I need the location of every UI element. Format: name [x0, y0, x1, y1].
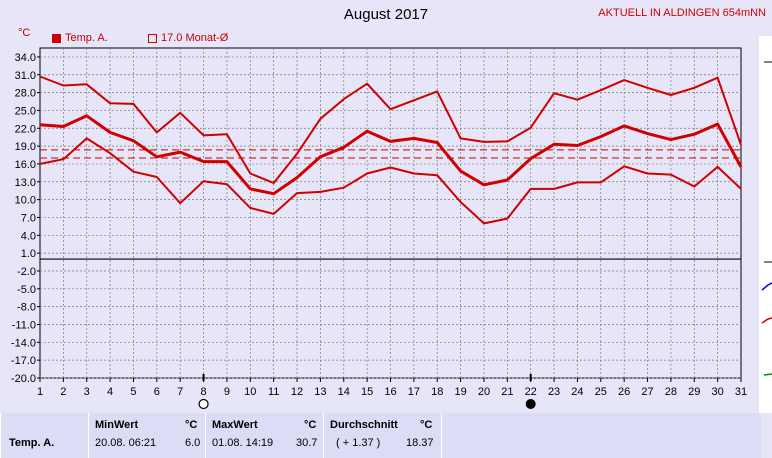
max-temp-line — [39, 75, 742, 184]
x-tick-label: 30 — [712, 386, 724, 398]
legend-series-label: Temp. A. — [65, 32, 108, 44]
x-tick-label: 20 — [478, 386, 490, 398]
y-tick-label: 1.0 — [21, 248, 36, 260]
min-temp-line — [39, 137, 742, 225]
stats-avg-cell: Durchschnitt °C ( + 1.37 ) 18.37 — [323, 413, 441, 458]
x-tick-label: 12 — [291, 386, 303, 398]
x-tick-label: 13 — [314, 386, 326, 398]
temperature-chart: 34.031.028.025.022.019.016.013.010.07.04… — [11, 36, 772, 413]
stats-empty-cell — [441, 413, 761, 458]
new-moon-icon — [525, 399, 536, 409]
x-tick-label: 25 — [595, 386, 607, 398]
right-strip-blue-trace — [761, 282, 772, 291]
legend-filled-swatch-icon — [52, 33, 61, 43]
y-tick-label: -2.0 — [17, 266, 36, 278]
series-lines — [39, 75, 743, 225]
x-tick-label: 10 — [244, 386, 256, 398]
stats-min-cell: MinWert °C 20.08. 06:21 6.0 — [88, 413, 205, 458]
right-edge-strip — [759, 36, 772, 413]
avg-unit: °C — [420, 419, 433, 431]
right-strip-bg — [759, 36, 772, 413]
y-tick-label: 25.0 — [15, 105, 36, 117]
x-tick-label: 4 — [107, 386, 113, 398]
avg-value: 18.37 — [406, 437, 434, 449]
x-tick-label: 11 — [268, 386, 279, 398]
min-timestamp: 20.08. 06:21 — [95, 437, 157, 449]
x-tick-label: 29 — [688, 386, 700, 398]
x-tick-label: 7 — [177, 386, 183, 398]
right-strip-red-trace — [761, 317, 772, 324]
x-tick-label: 26 — [618, 386, 630, 398]
min-unit: °C — [185, 419, 198, 431]
max-value: 30.7 — [296, 437, 318, 449]
y-tick-label: 16.0 — [15, 159, 36, 171]
x-tick-label: 15 — [361, 386, 373, 398]
x-tick-label: 3 — [84, 386, 90, 398]
max-timestamp: 01.08. 14:19 — [212, 437, 274, 449]
x-tick-label: 18 — [431, 386, 443, 398]
full-moon-icon — [198, 398, 209, 410]
stats-max-cell: MaxWert °C 01.08. 14:19 30.7 — [205, 413, 323, 458]
x-tick-label: 19 — [454, 386, 466, 398]
y-tick-label: 10.0 — [15, 195, 36, 207]
stats-row-label: Temp. A. — [9, 437, 55, 449]
mean-temp-line — [39, 114, 743, 196]
x-tick-label: 31 — [735, 386, 747, 398]
legend-average: 17.0 Monat-Ø — [148, 32, 228, 44]
right-strip-green-trace — [763, 373, 772, 376]
x-tick-label: 28 — [665, 386, 677, 398]
x-tick-label: 16 — [384, 386, 396, 398]
legend-series: Temp. A. — [52, 32, 108, 44]
x-tick-label: 2 — [60, 386, 66, 398]
x-tick-label: 24 — [571, 386, 583, 398]
x-tick-label: 6 — [154, 386, 160, 398]
y-tick-label: 19.0 — [15, 141, 36, 153]
y-tick-label: -14.0 — [11, 337, 36, 349]
min-header: MinWert — [95, 419, 139, 431]
y-tick-label: 7.0 — [21, 212, 36, 224]
y-tick-label: -8.0 — [17, 302, 36, 314]
y-tick-label: 28.0 — [15, 88, 36, 100]
x-tick-label: 22 — [525, 386, 537, 398]
legend-average-label: 17.0 Monat-Ø — [161, 32, 229, 44]
x-tick-label: 21 — [501, 386, 513, 398]
grid — [39, 47, 742, 379]
y-tick-label: -5.0 — [17, 284, 36, 296]
min-value: 6.0 — [185, 437, 201, 449]
y-axis: 34.0 31.0 28.0 25.0 22.0 19.0 16.0 13.0 10.0 7.0 4… — [11, 52, 40, 385]
x-tick-label: 23 — [548, 386, 560, 398]
x-tick-label: 9 — [224, 386, 230, 398]
x-axis: 1 2 3 4 5 6 7 8 9 10 11 12 13 14 15 16 17 18 19 20 21 22 23 24 2… — [37, 378, 747, 398]
x-tick-label: 5 — [130, 386, 136, 398]
y-tick-label: 13.0 — [15, 177, 36, 189]
y-tick-label: 4.0 — [21, 230, 36, 242]
y-tick-label: 31.0 — [15, 70, 36, 82]
x-tick-label: 17 — [408, 386, 420, 398]
chart-title: August 2017 — [343, 6, 429, 23]
y-tick-label: -17.0 — [11, 355, 36, 367]
max-header: MaxWert — [212, 419, 258, 431]
moon-markers — [198, 374, 536, 410]
y-tick-label: -11.0 — [12, 319, 36, 331]
y-tick-label: 22.0 — [15, 123, 36, 135]
stats-row-label-cell: Temp. A. — [0, 413, 88, 458]
legend-outline-swatch-icon — [148, 33, 157, 43]
x-tick-label: 8 — [201, 386, 207, 398]
x-tick-label: 1 — [37, 386, 43, 398]
avg-delta: ( + 1.37 ) — [336, 437, 381, 449]
avg-header: Durchschnitt — [330, 419, 398, 431]
station-label: AKTUELL IN ALDINGEN 654mNN — [598, 7, 766, 19]
x-tick-label: 27 — [641, 386, 653, 398]
y-tick-label: -20.0 — [11, 373, 36, 385]
x-tick-label: 14 — [338, 386, 350, 398]
y-tick-label: 34.0 — [15, 52, 36, 64]
y-unit-label: °C — [18, 27, 31, 39]
max-unit: °C — [304, 419, 317, 431]
